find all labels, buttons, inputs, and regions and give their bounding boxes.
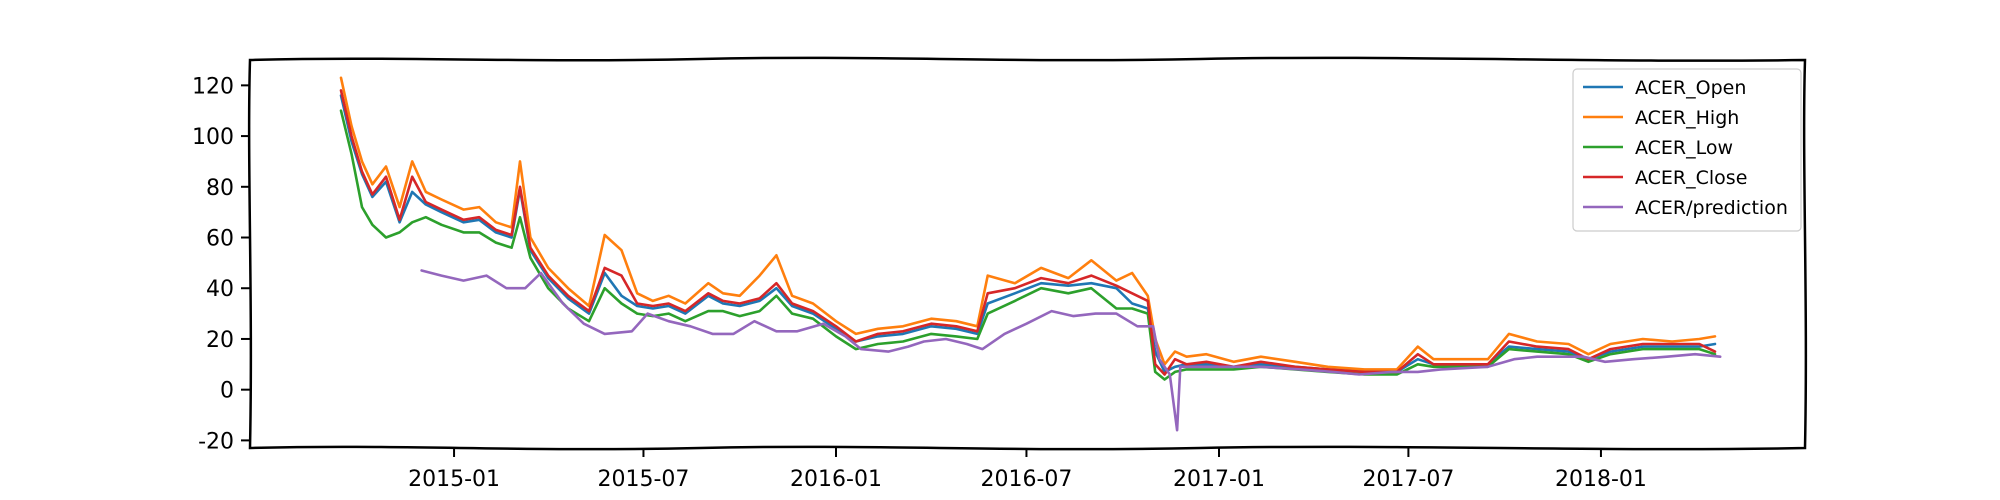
x-tick-label: 2017-01 <box>1173 467 1265 492</box>
y-tick-label: 100 <box>192 125 234 150</box>
series-line-acer-low <box>339 109 1717 381</box>
y-tick-label: 80 <box>206 176 234 201</box>
x-tick-label: 2016-07 <box>980 467 1072 492</box>
y-tick-label: -20 <box>198 429 234 454</box>
series-line-acer-prediction <box>420 269 1722 432</box>
legend-label: ACER_Open <box>1635 77 1746 99</box>
series-line-acer-close <box>339 89 1717 376</box>
x-tick-label: 2015-07 <box>597 467 689 492</box>
x-tick-label: 2015-01 <box>408 467 500 492</box>
series-line-acer-high <box>339 76 1717 371</box>
y-tick-label: 0 <box>220 379 234 404</box>
legend-label: ACER_Close <box>1635 167 1747 189</box>
plot-frame <box>247 56 1808 451</box>
legend: ACER_Open ACER_High ACER_Low ACER_Close ACER… <box>1572 68 1802 232</box>
series-layer <box>339 76 1722 432</box>
x-tick-label: 2018-01 <box>1555 467 1647 492</box>
x-tick-label: 2016-01 <box>790 467 882 492</box>
legend-box <box>1572 68 1802 232</box>
y-tick-label: 20 <box>206 328 234 353</box>
axis-layer: -20 0 20 40 60 80 100 120 2015-01 2015-07 2016-01 2… <box>192 74 1647 492</box>
y-tick-label: 40 <box>206 277 234 302</box>
y-tick-label: 60 <box>206 227 234 252</box>
legend-label: ACER/prediction <box>1635 197 1788 219</box>
series-line-acer-open <box>339 94 1717 374</box>
y-tick-label: 120 <box>192 74 234 99</box>
plot-background <box>250 60 1805 448</box>
legend-label: ACER_High <box>1635 107 1739 129</box>
x-tick-label: 2017-07 <box>1362 467 1454 492</box>
legend-label: ACER_Low <box>1635 137 1733 159</box>
